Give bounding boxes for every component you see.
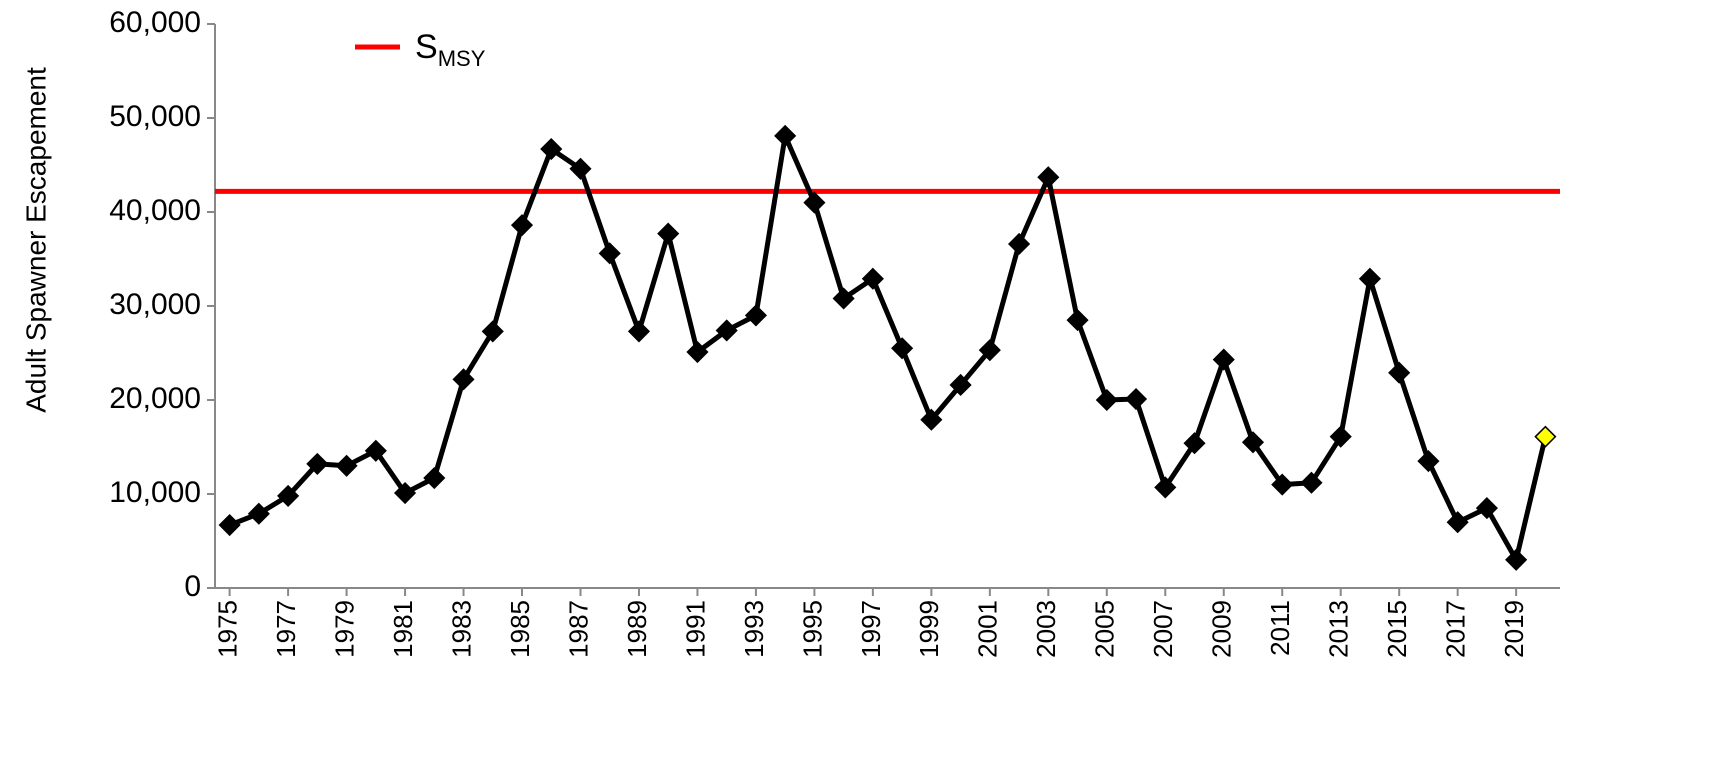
x-tick-label: 1995 bbox=[797, 600, 827, 658]
series-line bbox=[228, 133, 1548, 563]
marker bbox=[1241, 431, 1265, 454]
x-tick-label: 1981 bbox=[388, 600, 418, 658]
marker bbox=[569, 157, 592, 180]
x-tick-label: 2005 bbox=[1090, 600, 1120, 658]
marker bbox=[686, 340, 709, 364]
marker bbox=[1095, 388, 1118, 412]
marker bbox=[247, 502, 270, 525]
marker bbox=[1329, 425, 1352, 448]
marker bbox=[335, 454, 358, 477]
x-tick-label: 1977 bbox=[271, 600, 301, 658]
x-tick-label: 1985 bbox=[505, 600, 535, 658]
marker bbox=[423, 466, 446, 490]
marker bbox=[481, 320, 504, 343]
marker bbox=[1154, 476, 1177, 499]
marker bbox=[1212, 348, 1235, 371]
marker bbox=[891, 337, 914, 360]
x-tick-label: 1975 bbox=[212, 600, 242, 658]
x-tick-label: 2001 bbox=[973, 600, 1003, 658]
marker bbox=[510, 214, 534, 237]
marker bbox=[364, 439, 387, 462]
marker bbox=[393, 481, 417, 505]
x-tick-label: 2007 bbox=[1148, 600, 1178, 658]
marker bbox=[1183, 432, 1206, 455]
marker bbox=[277, 484, 300, 507]
marker bbox=[1008, 232, 1031, 256]
marker bbox=[1534, 425, 1557, 448]
marker bbox=[1475, 497, 1498, 520]
marker bbox=[861, 267, 884, 290]
marker bbox=[774, 124, 797, 147]
y-tick-label: 10,000 bbox=[109, 476, 201, 509]
x-tick-label: 1989 bbox=[622, 600, 652, 658]
marker bbox=[832, 287, 855, 310]
x-tick-label: 1997 bbox=[856, 600, 886, 658]
legend-label: SMSY bbox=[415, 28, 486, 71]
marker bbox=[657, 222, 680, 245]
marker bbox=[1271, 473, 1294, 496]
x-tick-label: 1999 bbox=[914, 600, 944, 658]
marker bbox=[627, 320, 651, 343]
marker bbox=[1446, 511, 1469, 534]
legend-name: S bbox=[415, 28, 438, 66]
x-tick-label: 2017 bbox=[1441, 600, 1471, 658]
legend-subscript: MSY bbox=[438, 46, 486, 71]
marker bbox=[452, 368, 475, 391]
marker bbox=[1505, 548, 1528, 571]
marker bbox=[920, 408, 943, 431]
x-tick-label: 2015 bbox=[1382, 600, 1412, 658]
x-tick-label: 1987 bbox=[563, 600, 593, 658]
marker bbox=[978, 339, 1001, 362]
y-tick-label: 0 bbox=[184, 570, 201, 603]
x-tick-label: 1991 bbox=[680, 600, 710, 658]
x-tick-label: 2009 bbox=[1207, 600, 1237, 658]
x-tick-label: 1993 bbox=[739, 600, 769, 658]
y-tick-label: 50,000 bbox=[109, 100, 201, 133]
x-tick-label: 2019 bbox=[1499, 600, 1529, 658]
marker bbox=[1066, 309, 1089, 332]
y-axis-label: Adult Spawner Escapement bbox=[20, 67, 51, 413]
marker bbox=[803, 191, 826, 214]
marker bbox=[1417, 450, 1440, 473]
marker bbox=[1300, 471, 1323, 494]
marker bbox=[744, 304, 767, 327]
x-tick-label: 2003 bbox=[1031, 600, 1061, 658]
x-tick-label: 1983 bbox=[446, 600, 476, 658]
marker bbox=[1124, 387, 1148, 411]
y-tick-label: 30,000 bbox=[109, 288, 201, 321]
marker bbox=[540, 137, 563, 161]
marker bbox=[598, 242, 621, 265]
y-tick-label: 40,000 bbox=[109, 194, 201, 227]
x-tick-label: 2013 bbox=[1324, 600, 1354, 658]
x-tick-label: 1979 bbox=[329, 600, 359, 658]
marker bbox=[1037, 166, 1060, 189]
marker bbox=[306, 452, 329, 475]
marker bbox=[1388, 361, 1411, 384]
x-tick-label: 2011 bbox=[1265, 600, 1295, 656]
marker bbox=[715, 319, 738, 342]
marker bbox=[949, 373, 972, 397]
marker bbox=[218, 513, 241, 537]
marker bbox=[1358, 267, 1382, 290]
y-tick-label: 20,000 bbox=[109, 382, 201, 415]
y-tick-label: 60,000 bbox=[109, 6, 201, 39]
